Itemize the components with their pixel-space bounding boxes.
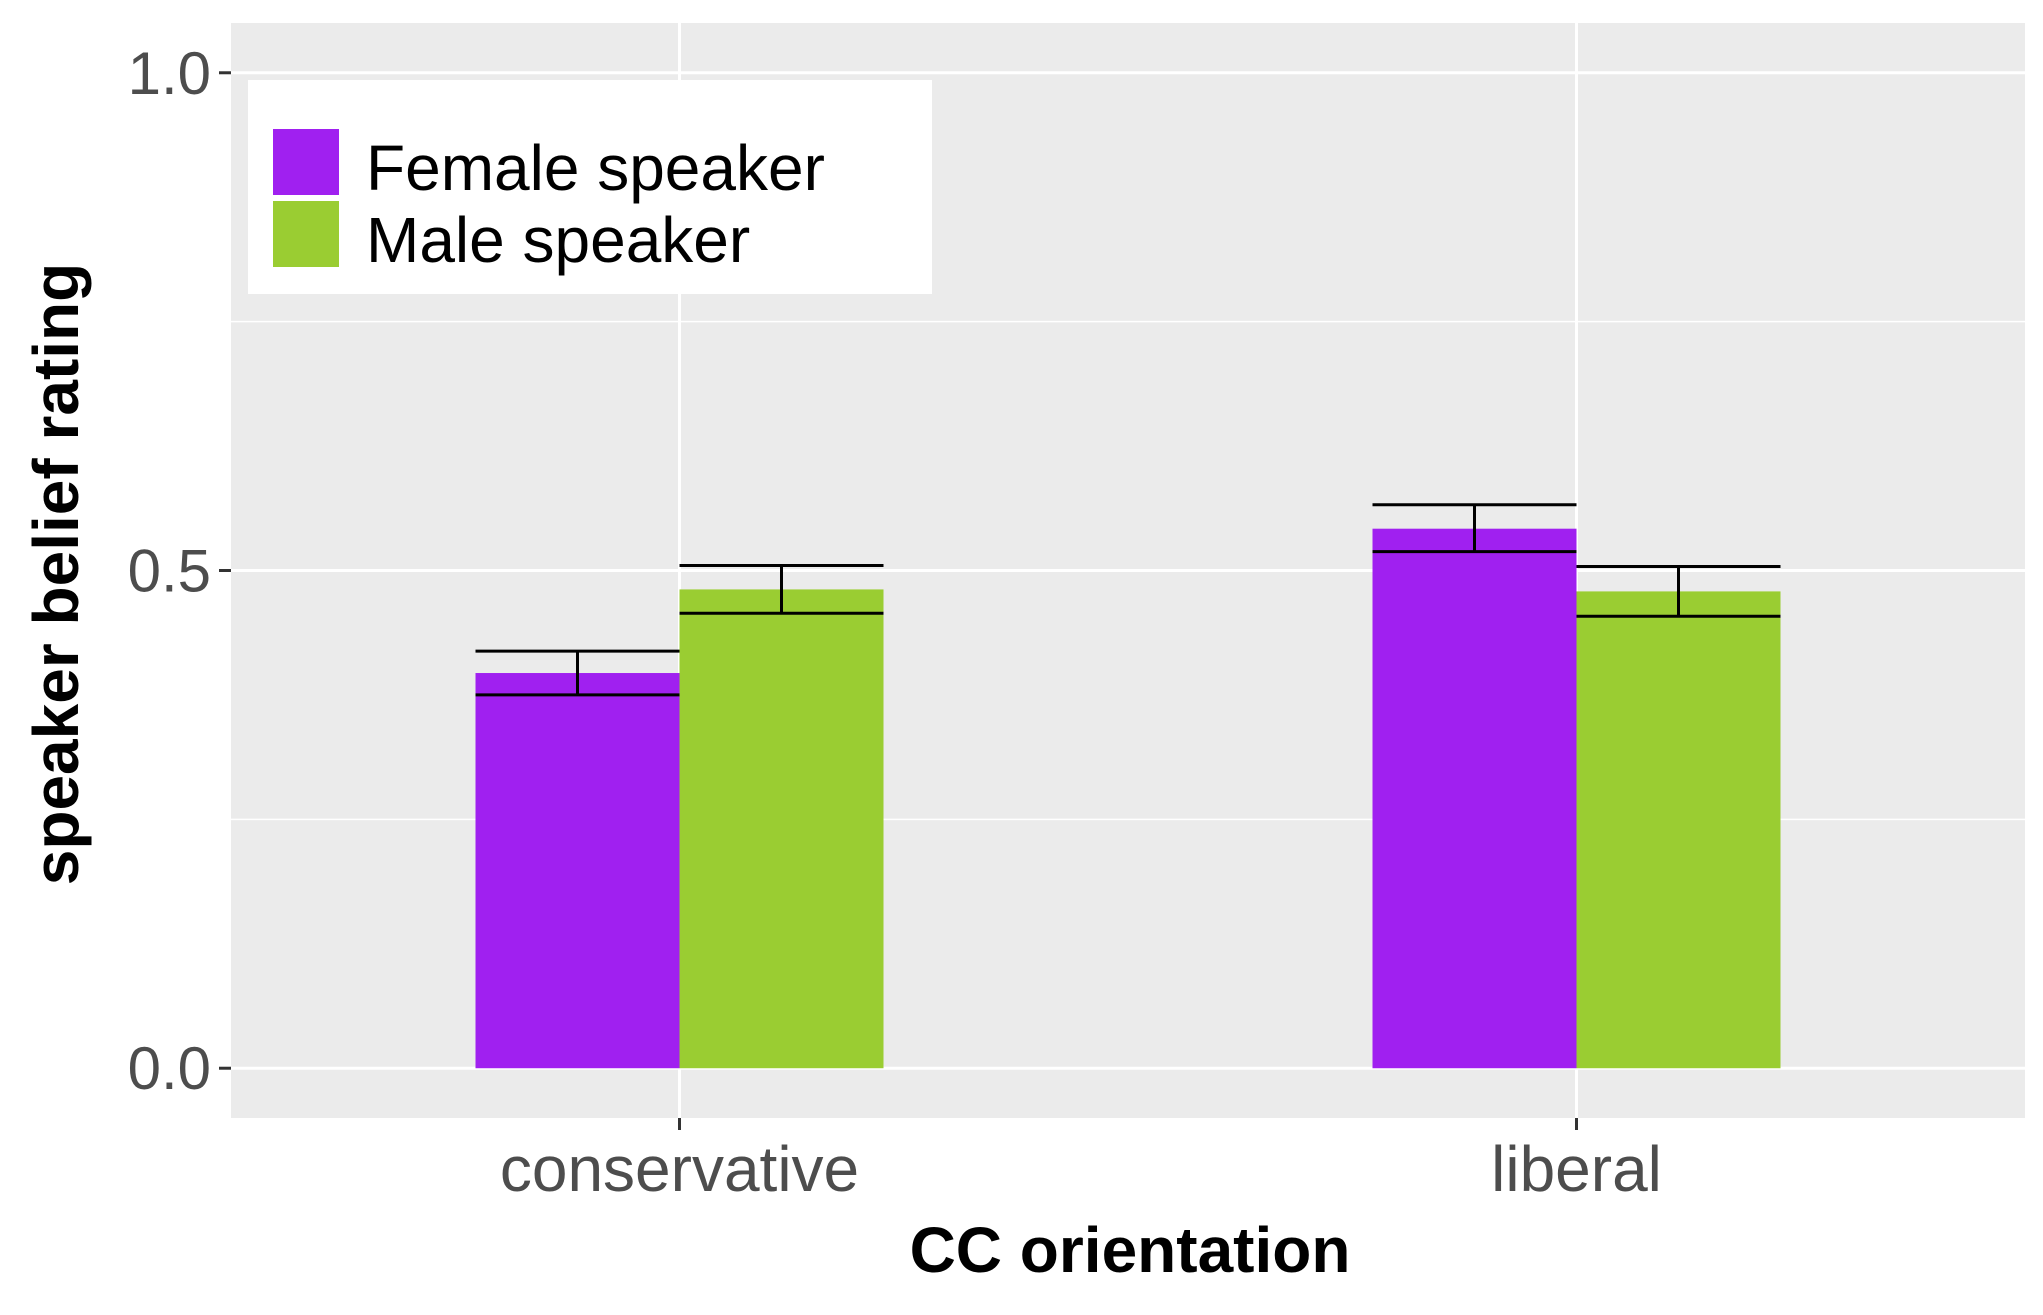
legend-label-male-speaker: Male speaker — [366, 204, 750, 276]
y-tick-label: 0.0 — [128, 1035, 211, 1102]
x-tick-label-liberal: liberal — [1491, 1133, 1662, 1205]
bars — [475, 528, 1781, 1069]
bar-conservative-male-speaker — [679, 589, 884, 1069]
x-axis: conservative liberal — [500, 1118, 1662, 1205]
legend-key-male-speaker — [271, 199, 341, 269]
legend-key-female-speaker — [271, 127, 341, 197]
legend-box — [248, 80, 932, 294]
bar-liberal-male-speaker — [1576, 591, 1781, 1069]
legend: Female speaker Male speaker — [248, 80, 932, 294]
x-tick-label-conservative: conservative — [500, 1133, 859, 1205]
legend-label-female-speaker: Female speaker — [366, 132, 825, 204]
y-axis: 0.0 0.5 1.0 — [128, 40, 231, 1102]
y-tick-label: 0.5 — [128, 538, 211, 605]
bar-liberal-female-speaker — [1372, 528, 1577, 1069]
y-axis-title: speaker belief rating — [20, 263, 92, 885]
x-axis-title: CC orientation — [910, 1214, 1351, 1286]
y-tick-label: 1.0 — [128, 40, 211, 107]
bar-conservative-female-speaker — [475, 673, 680, 1069]
error-bars — [475, 503, 1781, 697]
